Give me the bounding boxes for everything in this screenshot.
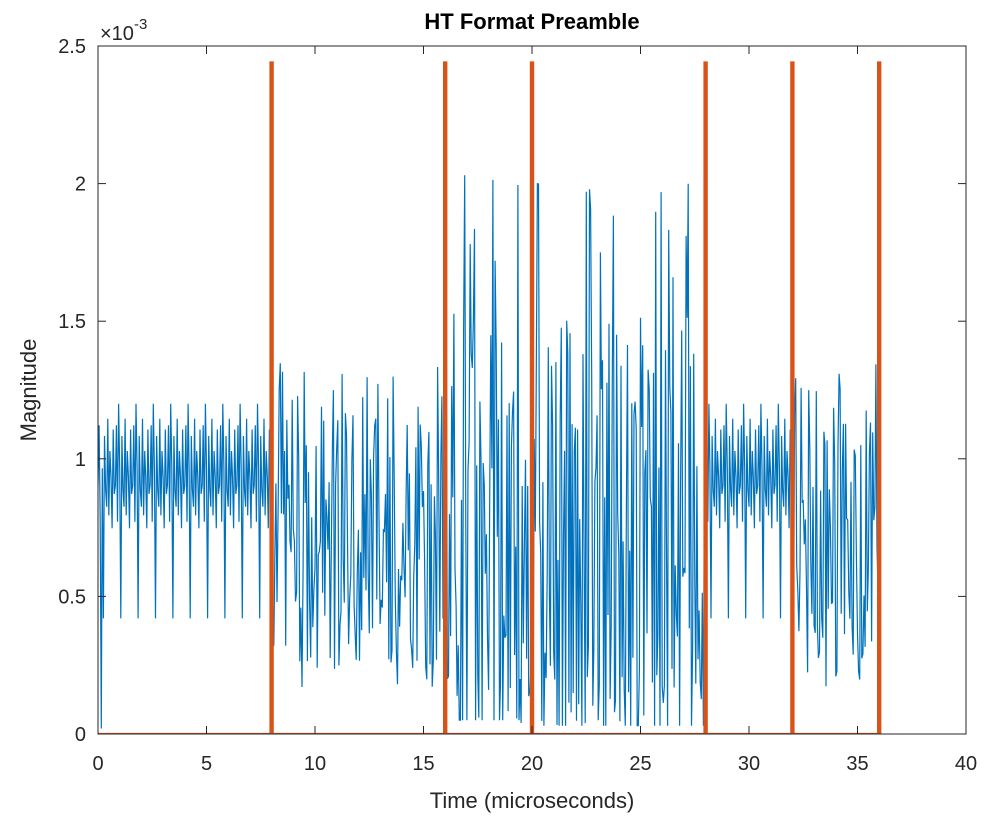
x-tick-label: 35 bbox=[846, 753, 868, 775]
y-tick-label: 1 bbox=[75, 449, 86, 471]
y-tick-label: 1.5 bbox=[58, 311, 86, 333]
y-tick-label: 2 bbox=[75, 174, 86, 196]
x-tick-label: 25 bbox=[629, 753, 651, 775]
y-axis: 0 0.5 1 1.5 2 2.5 bbox=[58, 36, 966, 746]
y-tick-label: 0.5 bbox=[58, 586, 86, 608]
x-tick-label: 40 bbox=[955, 753, 977, 775]
x-axis-label: Time (microseconds) bbox=[430, 788, 635, 813]
x-tick-label: 20 bbox=[521, 753, 543, 775]
x-tick-label: 10 bbox=[304, 753, 326, 775]
x-tick-label: 30 bbox=[738, 753, 760, 775]
y-exponent-base: ×10 bbox=[100, 23, 134, 45]
x-tick-label: 15 bbox=[412, 753, 434, 775]
x-axis: 0 5 10 15 20 25 30 35 40 bbox=[92, 46, 977, 775]
y-tick-label: 2.5 bbox=[58, 36, 86, 58]
y-exponent-label: ×10 -3 bbox=[100, 16, 147, 45]
y-axis-label: Magnitude bbox=[16, 339, 41, 442]
y-exponent-power: -3 bbox=[134, 16, 147, 33]
x-tick-label: 0 bbox=[92, 753, 103, 775]
chart-title: HT Format Preamble bbox=[424, 9, 639, 34]
y-tick-label: 0 bbox=[75, 724, 86, 746]
x-tick-label: 5 bbox=[201, 753, 212, 775]
series-magnitude-line bbox=[98, 175, 880, 729]
plot-area bbox=[98, 61, 882, 734]
